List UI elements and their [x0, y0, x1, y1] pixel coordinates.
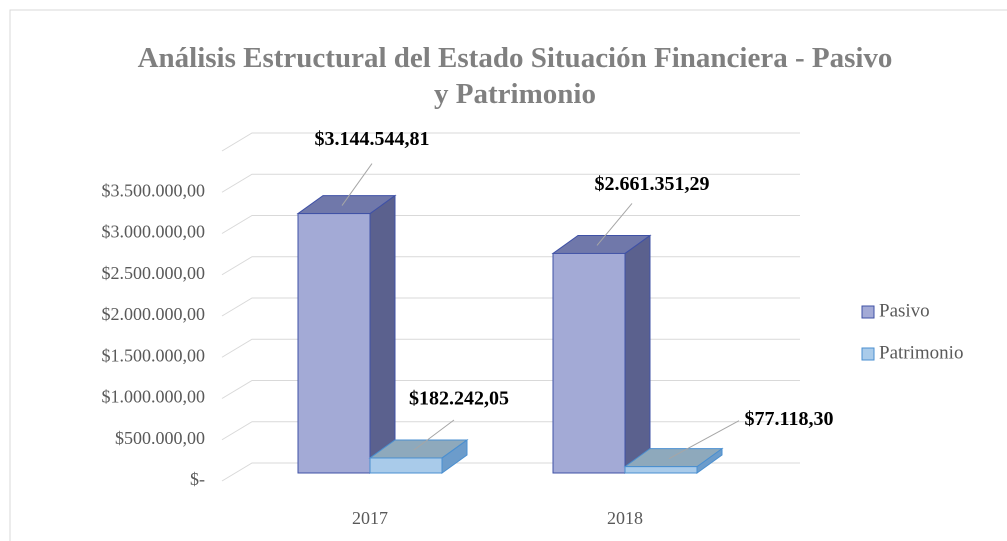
bar-side: [369, 194, 396, 474]
bar: [552, 252, 626, 474]
data-label: $182.242,05: [409, 388, 509, 410]
legend-label: Patrimonio: [879, 342, 963, 363]
bar: [624, 466, 698, 474]
bar: [369, 457, 443, 474]
grid-line: [221, 215, 800, 234]
chart-title: Análisis Estructural del Estado Situació…: [137, 42, 893, 110]
y-tick-label: $500.000,00: [115, 428, 205, 448]
grid-line: [221, 132, 800, 152]
y-tick-label: $1.000.000,00: [102, 387, 206, 407]
data-label: $77.118,30: [745, 408, 834, 430]
leader-line: [341, 163, 373, 206]
x-tick-label: 2017: [352, 508, 388, 528]
legend-label: Pasivo: [879, 300, 930, 321]
y-tick-label: $1.500.000,00: [102, 345, 206, 365]
leader-line: [413, 419, 455, 451]
legend-swatch: [861, 347, 875, 361]
y-tick-label: $3.500.000,00: [102, 180, 206, 200]
y-tick-label: $2.000.000,00: [102, 304, 206, 324]
y-tick-label: $3.000.000,00: [102, 222, 206, 242]
bar: [297, 213, 371, 474]
leader-line: [596, 203, 633, 246]
y-tick-label: $-: [190, 469, 205, 489]
legend-swatch: [861, 305, 875, 319]
x-tick-label: 2018: [607, 508, 643, 528]
grid-line: [221, 173, 800, 193]
bar-side: [624, 234, 651, 474]
data-label: $2.661.351,29: [595, 173, 710, 195]
chart-frame: [9, 9, 1007, 541]
y-tick-label: $2.500.000,00: [102, 263, 206, 283]
data-label: $3.144.544,81: [315, 128, 430, 150]
leader-line: [668, 420, 740, 460]
